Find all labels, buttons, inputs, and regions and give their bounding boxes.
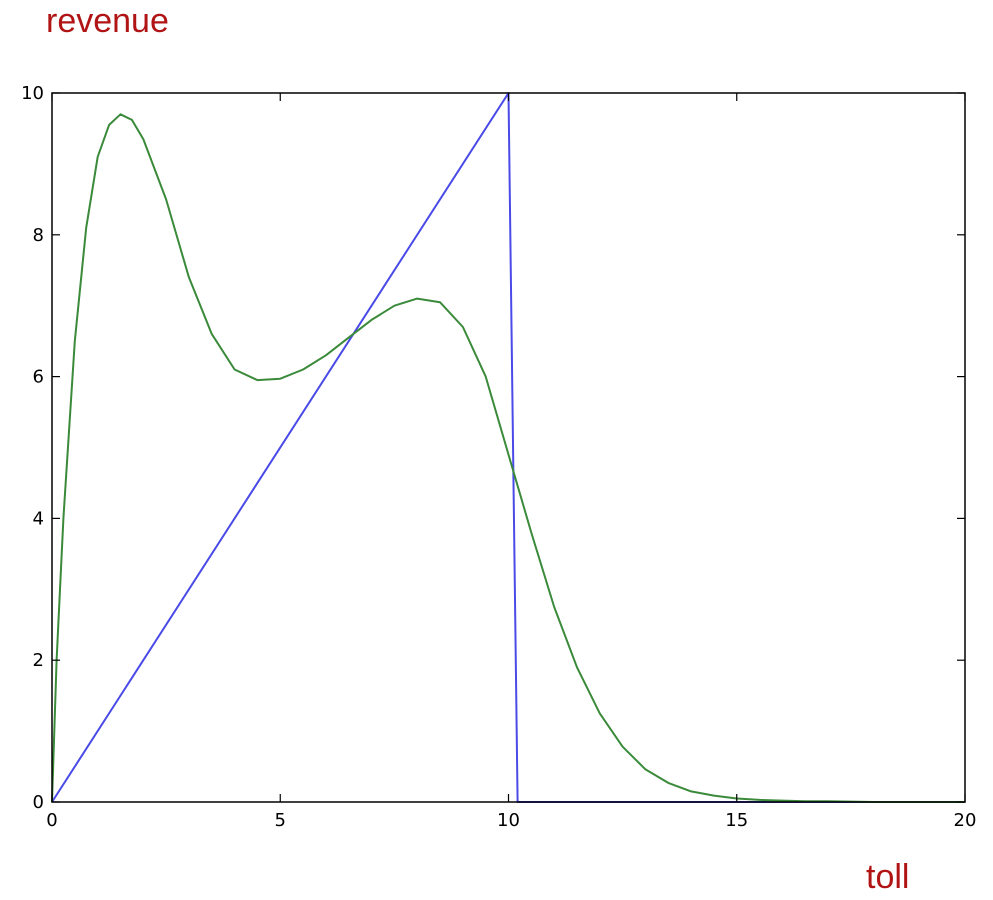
x-tick-label-0: 0 <box>46 810 57 831</box>
series-line-1 <box>51 92 965 803</box>
y-tick-label-0: 0 <box>33 792 44 813</box>
x-axis-label: toll <box>866 858 910 896</box>
plot-lines <box>51 92 965 803</box>
x-tick-label-10: 10 <box>497 810 520 831</box>
y-tick-label-4: 4 <box>33 508 44 529</box>
y-tick-label-2: 2 <box>33 650 44 671</box>
tick-labels: 0 5 10 15 20 0 2 4 6 8 10 <box>21 83 976 831</box>
y-axis-label: revenue <box>46 2 169 40</box>
y-tick-label-8: 8 <box>33 225 44 246</box>
series-line-2 <box>51 113 965 803</box>
x-tick-label-5: 5 <box>275 810 286 831</box>
y-tick-label-6: 6 <box>33 367 44 388</box>
axis-ticks <box>51 92 966 803</box>
x-tick-label-15: 15 <box>725 810 748 831</box>
plot-frame <box>51 92 966 803</box>
y-tick-label-10: 10 <box>21 83 44 104</box>
x-tick-label-20: 20 <box>954 810 977 831</box>
